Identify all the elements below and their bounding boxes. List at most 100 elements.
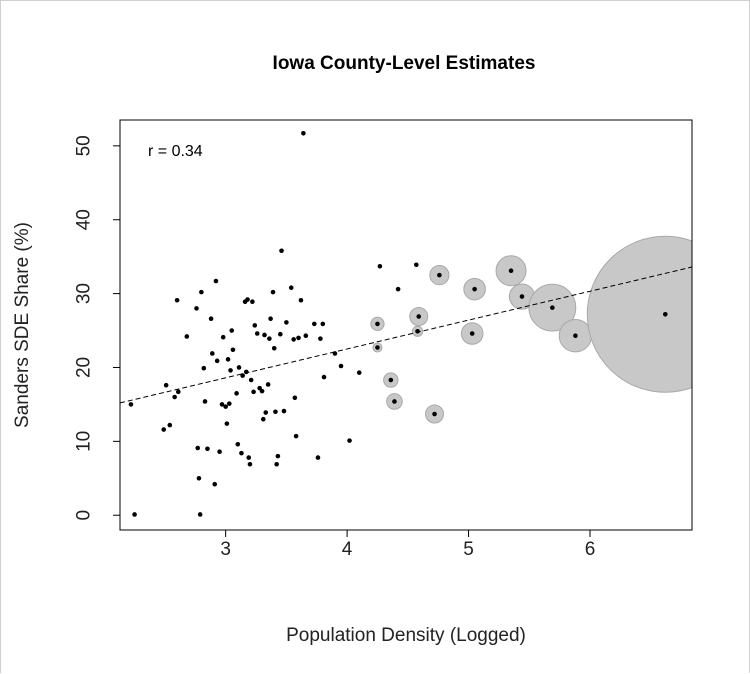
data-point (254, 331, 260, 336)
bubble-center-point (388, 377, 394, 383)
x-tick-label: 5 (463, 539, 474, 560)
data-point (265, 382, 271, 387)
data-point (224, 421, 230, 426)
data-point (236, 365, 242, 370)
data-point (315, 455, 321, 460)
data-point (235, 442, 241, 447)
data-point (239, 450, 244, 456)
data-point (194, 306, 199, 311)
y-tick-label: 40 (74, 209, 95, 230)
data-point (298, 297, 304, 303)
data-point (225, 357, 231, 362)
y-tick-label: 20 (74, 357, 95, 378)
data-point (274, 461, 279, 467)
data-point (174, 297, 180, 303)
data-point (259, 388, 265, 394)
data-point (161, 427, 167, 432)
y-axis: 0 10 20 30 40 50 (74, 135, 120, 521)
data-point (262, 332, 267, 338)
data-point (291, 337, 296, 342)
data-point (128, 402, 134, 407)
data-point (217, 449, 222, 454)
data-point (250, 299, 255, 305)
data-point (284, 320, 289, 325)
bubble-mark (586, 235, 692, 393)
data-point (163, 382, 169, 388)
data-point (270, 289, 276, 295)
bubble-center-point (392, 399, 397, 404)
bubble-center-point (662, 311, 668, 317)
data-point (251, 389, 256, 395)
data-point (205, 446, 210, 452)
data-point (220, 334, 226, 340)
data-point (279, 248, 284, 254)
data-point (195, 445, 201, 451)
data-point (252, 323, 258, 328)
correlation-annotation: r = 0.34 (148, 143, 203, 160)
data-point (261, 416, 266, 422)
data-point (202, 399, 208, 404)
data-point (296, 335, 301, 341)
plot-area (119, 119, 693, 531)
data-point (377, 263, 383, 269)
x-axis-label: Population Density (Logged) (286, 625, 526, 646)
data-point (273, 409, 278, 415)
data-point (208, 316, 214, 322)
data-point (247, 461, 253, 467)
data-point (321, 374, 327, 380)
data-point (278, 331, 283, 337)
bubble-center-point (573, 333, 578, 339)
data-point (214, 358, 220, 364)
data-point (303, 333, 309, 339)
data-point (132, 512, 137, 517)
data-point (281, 408, 287, 414)
bubble-center-point (416, 314, 422, 319)
y-tick-label: 0 (74, 510, 95, 521)
data-point (197, 512, 203, 517)
data-point (223, 404, 228, 409)
data-point (213, 278, 219, 284)
data-point (234, 391, 239, 396)
points-layer (128, 130, 419, 517)
data-point (320, 321, 326, 327)
data-point (196, 475, 202, 481)
data-point (219, 402, 225, 407)
data-point (248, 377, 254, 383)
bubble-center-point (469, 331, 475, 336)
data-point (288, 285, 294, 290)
data-point (395, 286, 401, 292)
data-point (246, 455, 252, 460)
data-point (414, 262, 419, 268)
data-point (229, 328, 235, 333)
bubble-center-point (472, 286, 477, 292)
bubble-center-point (375, 321, 380, 327)
chart-title: Iowa County-Level Estimates (273, 53, 536, 74)
y-tick-label: 10 (74, 431, 95, 452)
data-point (245, 297, 250, 302)
data-point (268, 316, 273, 322)
data-point (293, 433, 299, 439)
x-tick-label: 4 (342, 539, 353, 560)
data-point (167, 422, 173, 428)
y-tick-label: 50 (74, 135, 95, 156)
x-tick-label: 3 (220, 539, 231, 560)
y-tick-label: 30 (74, 283, 95, 304)
data-point (275, 453, 281, 459)
data-point (347, 438, 352, 443)
data-point (199, 289, 204, 295)
bubble-center-point (508, 268, 514, 274)
data-point (184, 334, 190, 339)
x-tick-label: 6 (585, 539, 596, 560)
data-point (263, 410, 269, 415)
bubble-center-point (519, 294, 525, 299)
data-point (292, 395, 298, 401)
data-point (201, 365, 207, 371)
bubble-center-point (550, 305, 555, 310)
y-axis-label: Sanders SDE Share (%) (12, 222, 33, 428)
data-point (230, 347, 236, 353)
data-point (312, 321, 317, 327)
data-point (301, 130, 306, 136)
x-axis: 3 4 5 6 (220, 530, 595, 560)
bubble-center-point (437, 272, 442, 278)
bubble-center-point (432, 411, 437, 417)
